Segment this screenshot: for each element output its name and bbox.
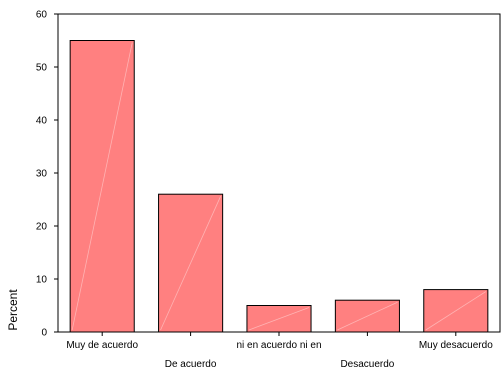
y-tick-label: 30	[36, 169, 48, 180]
bar-highlight	[337, 301, 398, 331]
x-tick-label: Muy desacuerdo	[419, 340, 493, 351]
y-tick-label: 40	[36, 116, 48, 127]
y-tick-label: 0	[41, 328, 47, 339]
y-axis: 0 10 20 30 40 50 60	[36, 10, 58, 339]
x-tick-label: Desacuerdo	[340, 359, 394, 370]
bar-highlight	[160, 196, 222, 331]
bar-highlight	[425, 291, 487, 331]
y-tick-label: 50	[36, 63, 48, 74]
bar-highlight	[248, 307, 310, 331]
bars	[69, 40, 489, 333]
y-tick-label: 10	[36, 275, 48, 286]
x-tick-label: ni en acuerdo ni en	[236, 340, 321, 351]
y-axis-label: Percent	[6, 289, 20, 331]
x-tick-label: Muy de acuerdo	[66, 340, 138, 351]
y-tick-label: 20	[36, 222, 48, 233]
x-axis: Muy de acuerdo De acuerdo ni en acuerdo ni…	[66, 332, 493, 370]
y-tick-label: 60	[36, 10, 48, 21]
bar-highlight	[71, 42, 133, 331]
x-tick-label: De acuerdo	[165, 359, 217, 370]
